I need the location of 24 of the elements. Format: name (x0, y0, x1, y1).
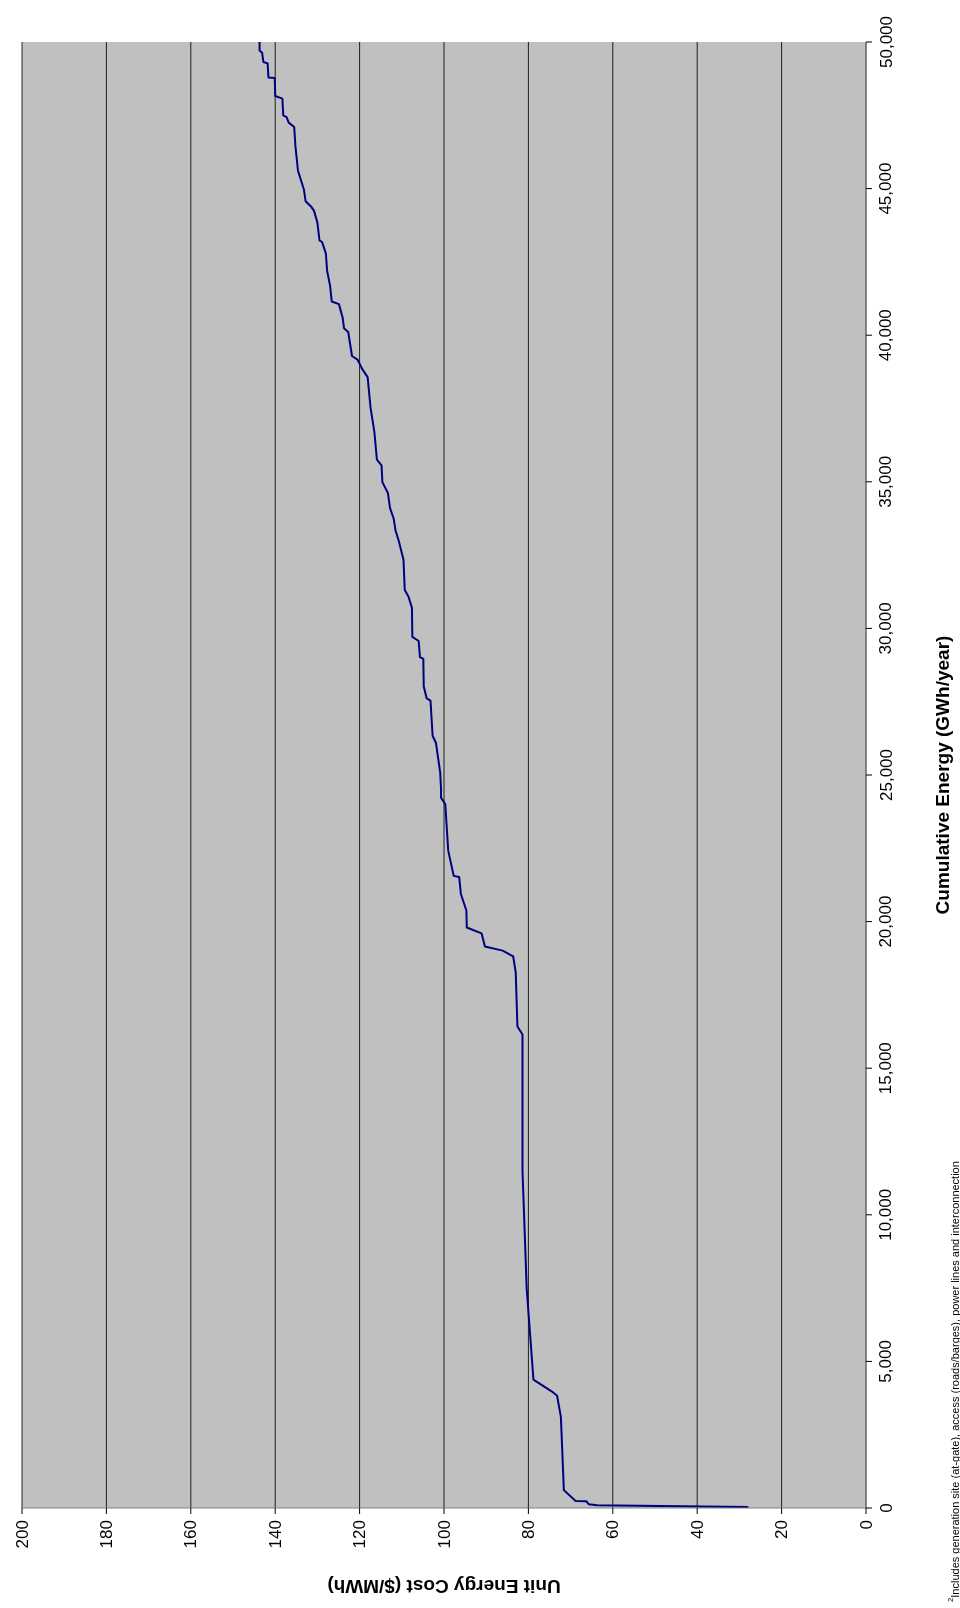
y-tick-label: 10,000 (876, 1188, 896, 1241)
x-tick-label: 60 (603, 1520, 623, 1539)
x-tick-label: 140 (265, 1520, 285, 1549)
x-tick-label: 160 (181, 1520, 201, 1549)
x-tick-label: 40 (687, 1520, 707, 1539)
x-tick-label: 80 (518, 1520, 538, 1539)
x-tick-label: 120 (350, 1520, 370, 1549)
y-tick-label: 5,000 (876, 1340, 896, 1383)
x-tick-label: 20 (772, 1520, 792, 1539)
x-tick-label: 180 (96, 1520, 116, 1549)
x-tick-label: 100 (434, 1520, 454, 1549)
x-tick-label: 0 (856, 1520, 876, 1530)
y-tick-label: 20,000 (876, 895, 896, 948)
x-tick-label: 200 (12, 1520, 32, 1549)
x-axis-title: Unit Energy Cost ($/MWh) (327, 1575, 561, 1597)
y-tick-label: 45,000 (876, 162, 896, 215)
y-tick-label: 0 (876, 1503, 896, 1513)
y-tick-label: 50,000 (876, 16, 896, 68)
y-tick-label: 15,000 (876, 1042, 896, 1095)
y-tick-label: 35,000 (876, 455, 896, 508)
y-tick-label: 40,000 (876, 309, 896, 362)
y-axis-title: Cumulative Energy (GWh/year) (931, 635, 953, 915)
y-tick-label: 25,000 (876, 749, 896, 801)
y-tick-label: 30,000 (876, 602, 896, 655)
